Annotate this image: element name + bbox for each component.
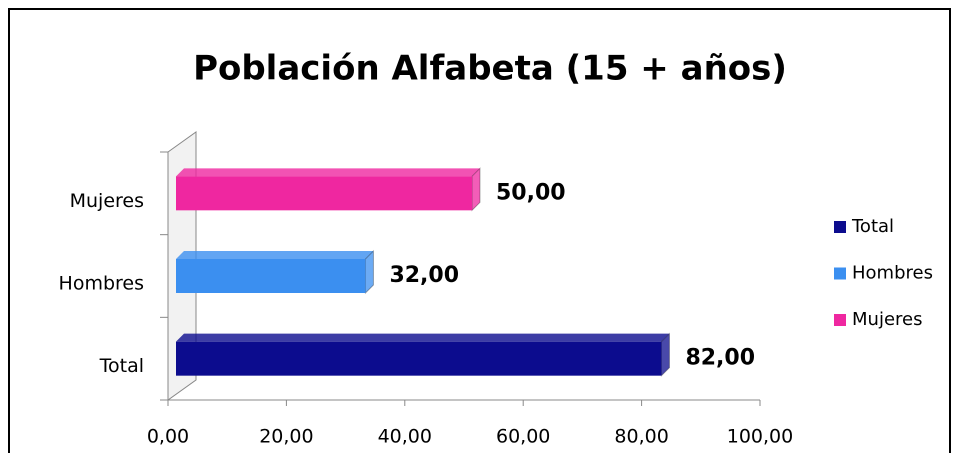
value-label: 50,00: [496, 180, 566, 205]
bar-top: [176, 168, 480, 177]
bar: [176, 341, 662, 376]
y-tick-label: Total: [99, 355, 144, 377]
value-label: 32,00: [389, 263, 459, 288]
value-label: 82,00: [685, 346, 755, 371]
chart-frame: [8, 8, 951, 453]
legend-label: Hombres: [852, 263, 933, 284]
x-tick-label: 40,00: [378, 426, 432, 448]
bar-side: [364, 249, 374, 295]
x-tick-label: 20,00: [259, 426, 313, 448]
legend-label: Total: [851, 216, 894, 237]
legend-label: Mujeres: [852, 309, 922, 330]
bar-side: [660, 332, 670, 377]
legend-swatch: [834, 267, 846, 280]
bar-top: [176, 251, 374, 259]
legend-swatch: [834, 221, 846, 233]
x-tick-label: 100,00: [727, 426, 793, 448]
y-tick-label: Hombres: [59, 273, 144, 295]
bar: [176, 259, 366, 293]
y-tick-label: Mujeres: [70, 190, 144, 212]
x-tick-label: 80,00: [614, 426, 668, 448]
bar-side: [471, 167, 481, 212]
x-tick-label: 0,00: [147, 426, 189, 448]
x-tick-label: 60,00: [496, 426, 550, 448]
bar-top: [176, 333, 670, 342]
chart-title: Población Alfabeta (15 + años): [193, 49, 787, 89]
legend-swatch: [834, 314, 846, 326]
bar: [176, 176, 472, 211]
